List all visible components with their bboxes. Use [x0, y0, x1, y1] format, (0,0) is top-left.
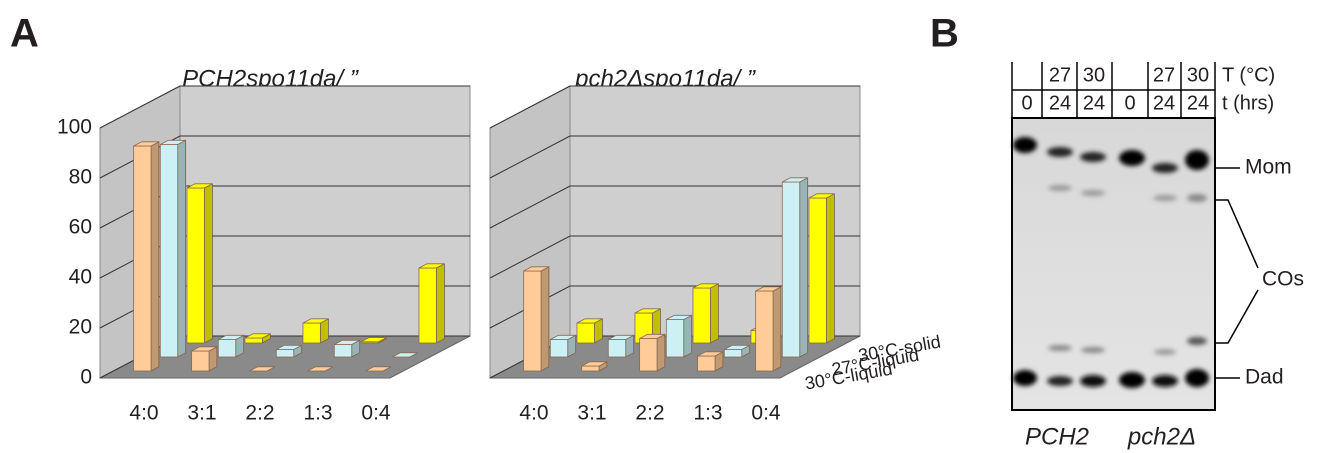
strain-label: PCH2 [1025, 423, 1089, 450]
bar-front [303, 323, 320, 343]
bar-front [134, 146, 151, 371]
bar-front [698, 356, 715, 371]
x-tick-label: 0:4 [751, 402, 781, 425]
bar-shade [684, 315, 692, 357]
chart: PCH2spo11da/ ”0204060801004:03:12:21:30:… [57, 65, 470, 424]
bar-front [666, 320, 683, 358]
bar [218, 335, 243, 357]
temperature-value: 30 [1187, 64, 1209, 86]
y-tick-label: 40 [69, 266, 92, 289]
bar [303, 319, 328, 343]
bar-front [640, 339, 657, 372]
x-tick-label: 0:4 [361, 402, 391, 425]
bar [577, 319, 602, 343]
y-tick-label: 0 [80, 366, 92, 389]
bar [693, 284, 718, 343]
bar [419, 264, 444, 343]
bar [666, 315, 691, 357]
x-tick-label: 1:3 [303, 402, 332, 425]
bar-front [809, 198, 826, 343]
x-tick-label: 4:0 [519, 402, 548, 425]
bar [334, 340, 359, 357]
y-tick-label: 20 [69, 316, 92, 339]
bar-front [524, 271, 541, 371]
time-value: 0 [1021, 92, 1032, 114]
bar-shade [800, 178, 808, 357]
bar-front [245, 338, 262, 343]
bar-front [218, 340, 235, 358]
bar-shade [826, 194, 834, 343]
bar [160, 140, 185, 357]
time-value: 24 [1187, 92, 1209, 114]
x-tick-label: 3:1 [577, 402, 606, 425]
temperature-value: 30 [1083, 64, 1105, 86]
x-tick-label: 2:2 [635, 402, 664, 425]
bar-front [334, 345, 351, 358]
bar [782, 178, 807, 357]
time-value: 24 [1153, 92, 1175, 114]
bar-front [419, 268, 436, 343]
y-tick-label: 80 [69, 166, 92, 189]
time-value: 0 [1124, 92, 1135, 114]
x-tick-label: 1:3 [693, 402, 722, 425]
y-tick-label: 60 [69, 216, 92, 239]
bar [756, 287, 781, 371]
y-tick-label: 100 [57, 116, 92, 139]
bar-shade [436, 264, 444, 343]
time-label: t (hrs) [1222, 92, 1274, 114]
temperature-label: T (°C) [1222, 64, 1275, 86]
bar-shade [151, 142, 159, 371]
bar-shade [204, 184, 212, 343]
time-value: 24 [1049, 92, 1071, 114]
temperature-value: 27 [1049, 64, 1071, 86]
band-label: COs [1262, 268, 1304, 291]
bar [192, 347, 217, 371]
bar-shade [773, 287, 781, 371]
strain-label: pch2Δ [1127, 423, 1196, 450]
bar-shade [178, 140, 186, 357]
bar [724, 345, 749, 357]
bar [276, 345, 301, 357]
bar-front [608, 340, 625, 358]
panel-label: B [930, 12, 959, 56]
bar-shade [710, 284, 718, 343]
bar [698, 352, 723, 371]
x-tick-label: 2:2 [245, 402, 274, 425]
chart: pch2Δspo11da/ ”30°C-solid27°C-liquid30°C… [490, 65, 942, 424]
panel-label: A [10, 12, 39, 56]
gel-panel: T (°C) t (hrs) Mom COs Dad PCH2 pch2Δ [1012, 62, 1304, 450]
x-tick-label: 3:1 [187, 402, 216, 425]
bar [550, 335, 575, 357]
bar [524, 267, 549, 371]
bar [809, 194, 834, 343]
x-tick-label: 4:0 [129, 402, 158, 425]
bar-shade [657, 334, 665, 371]
bar-front [693, 288, 710, 343]
bar-front [276, 350, 293, 358]
bar [640, 334, 665, 371]
bar-front [187, 188, 204, 343]
bar-front [160, 145, 177, 358]
bar-front [577, 323, 594, 343]
time-value: 24 [1083, 92, 1105, 114]
bar-front [724, 350, 741, 358]
bar-front [550, 340, 567, 358]
band-label: Mom [1245, 156, 1292, 179]
bar [187, 184, 212, 343]
bar-front [782, 182, 799, 357]
temperature-value: 27 [1153, 64, 1175, 86]
band-label: Dad [1245, 366, 1284, 389]
bar-front [192, 351, 209, 371]
bar [134, 142, 159, 371]
bar-front [756, 291, 773, 371]
bar-shade [541, 267, 549, 371]
gel [1012, 118, 1215, 410]
bar [608, 335, 633, 357]
figure: A B [0, 0, 1332, 453]
bar-front [582, 366, 599, 371]
